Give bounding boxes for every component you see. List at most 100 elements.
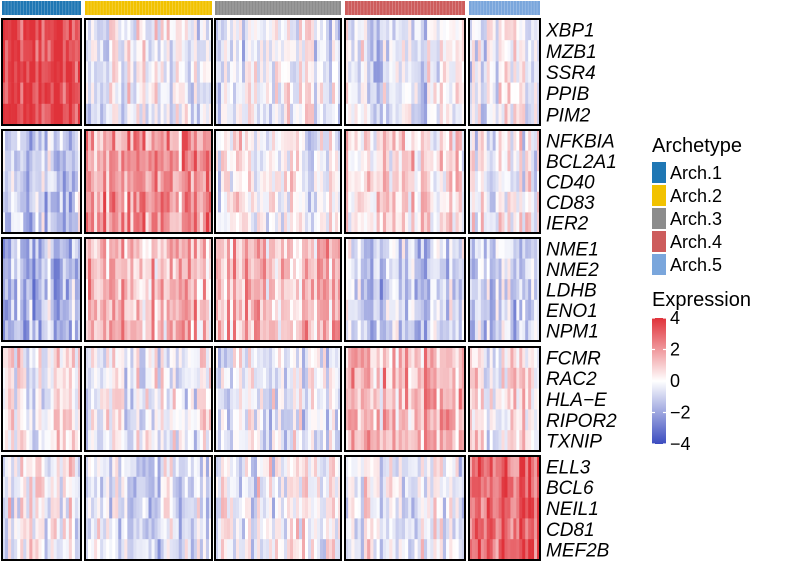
heatmap-cell bbox=[242, 238, 246, 259]
heatmap-cell bbox=[224, 40, 228, 62]
heatmap-cell bbox=[35, 171, 39, 193]
heatmap-cell bbox=[296, 476, 300, 498]
heatmap-cell bbox=[293, 476, 297, 498]
heatmap-cell bbox=[227, 299, 231, 321]
heatmap-cell bbox=[395, 130, 399, 151]
heatmap-cell bbox=[351, 456, 355, 478]
heatmap-cell bbox=[408, 347, 412, 369]
heatmap-cell bbox=[351, 430, 355, 452]
heatmap-cell bbox=[248, 539, 252, 561]
heatmap-cell bbox=[305, 388, 309, 410]
heatmap-cell bbox=[136, 347, 140, 369]
heatmap-cell bbox=[26, 150, 30, 172]
heatmap-cell bbox=[534, 258, 538, 280]
heatmap-cell bbox=[215, 497, 219, 519]
heatmap-cell bbox=[537, 388, 541, 410]
heatmap-cell bbox=[121, 82, 125, 105]
heatmap-cell bbox=[414, 476, 418, 498]
heatmap-cell bbox=[157, 367, 161, 389]
heatmap-cell bbox=[47, 456, 51, 478]
heatmap-cell bbox=[130, 150, 134, 172]
heatmap-cell bbox=[97, 347, 101, 369]
heatmap-cell bbox=[395, 238, 399, 259]
heatmap-cell bbox=[199, 409, 204, 431]
heatmap-cell bbox=[215, 82, 219, 105]
heatmap-cell bbox=[498, 347, 502, 369]
heatmap-cell bbox=[489, 279, 493, 301]
heatmap-cell bbox=[26, 539, 30, 561]
heatmap-cell bbox=[439, 40, 444, 62]
heatmap-cell bbox=[68, 476, 73, 498]
heatmap-cell bbox=[124, 430, 128, 452]
heatmap-cell bbox=[534, 299, 538, 321]
heatmap-cell bbox=[296, 347, 300, 369]
heatmap-cell bbox=[392, 409, 396, 431]
heatmap-cell bbox=[260, 388, 264, 410]
heatmap-cell bbox=[531, 497, 535, 519]
heatmap-cell bbox=[398, 430, 403, 452]
heatmap-cell bbox=[477, 367, 482, 389]
heatmap-cell bbox=[411, 409, 415, 431]
heatmap-cell bbox=[5, 518, 9, 540]
heatmap-cell bbox=[106, 299, 110, 321]
heatmap-cell bbox=[287, 279, 291, 301]
heatmap-cell bbox=[56, 19, 61, 41]
heatmap-cell bbox=[221, 476, 225, 498]
heatmap-cell bbox=[193, 61, 198, 83]
heatmap-cell bbox=[106, 456, 110, 478]
heatmap-cell bbox=[392, 320, 396, 342]
heatmap-cell bbox=[260, 19, 264, 41]
heatmap-cell bbox=[439, 238, 444, 259]
heatmap-cell bbox=[85, 82, 89, 105]
heatmap-cell bbox=[376, 212, 381, 234]
heatmap-cell bbox=[287, 258, 291, 280]
heatmap-cell bbox=[495, 171, 499, 193]
heatmap-cell bbox=[405, 40, 409, 62]
heatmap-cell bbox=[91, 497, 95, 519]
heatmap-cell bbox=[348, 191, 352, 213]
heatmap-cell bbox=[181, 150, 186, 172]
heatmap-cell bbox=[480, 61, 485, 83]
heatmap-cell bbox=[480, 258, 485, 280]
heatmap-cell bbox=[389, 171, 393, 193]
heatmap-cell bbox=[486, 150, 491, 172]
heatmap-cell bbox=[442, 82, 447, 105]
expression-tick-label: −4 bbox=[670, 434, 691, 454]
heatmap-cell bbox=[360, 40, 365, 62]
heatmap-cell bbox=[65, 258, 70, 280]
gene-label: MZB1 bbox=[546, 42, 597, 63]
heatmap-cell bbox=[305, 279, 309, 301]
gene-label: NPM1 bbox=[546, 322, 599, 343]
heatmap-cell bbox=[199, 61, 204, 83]
heatmap-cell bbox=[145, 476, 149, 498]
heatmap-cell bbox=[118, 409, 122, 431]
heatmap-cell bbox=[531, 150, 535, 172]
heatmap-cell bbox=[345, 82, 349, 105]
heatmap-cell bbox=[477, 497, 482, 519]
heatmap-cell bbox=[233, 19, 237, 41]
heatmap-cell bbox=[59, 238, 64, 259]
heatmap-cell bbox=[420, 539, 425, 561]
heatmap-cell bbox=[218, 279, 222, 301]
heatmap-cell bbox=[142, 82, 146, 105]
heatmap-cell bbox=[498, 150, 502, 172]
heatmap-cell bbox=[62, 476, 67, 498]
heatmap-cell bbox=[32, 191, 36, 213]
heatmap-cell bbox=[11, 539, 15, 561]
heatmap-cell bbox=[172, 279, 177, 301]
heatmap-cell bbox=[133, 539, 137, 561]
heatmap-cell bbox=[534, 19, 538, 41]
heatmap-cell bbox=[311, 130, 315, 151]
heatmap-cell bbox=[196, 258, 201, 280]
heatmap-cell bbox=[455, 40, 459, 62]
heatmap-cell bbox=[5, 103, 9, 126]
heatmap-cell bbox=[379, 388, 384, 410]
heatmap-cell bbox=[398, 171, 403, 193]
heatmap-cell bbox=[236, 456, 240, 478]
heatmap-cell bbox=[44, 388, 48, 410]
heatmap-cell bbox=[348, 279, 352, 301]
heatmap-cell bbox=[181, 130, 186, 151]
heatmap-cell bbox=[215, 258, 219, 280]
heatmap-cell bbox=[178, 19, 183, 41]
heatmap-cell bbox=[44, 150, 48, 172]
